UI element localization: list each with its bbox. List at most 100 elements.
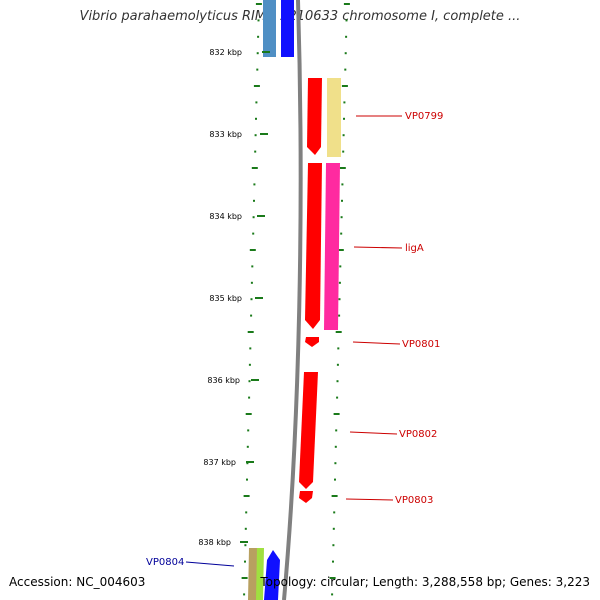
- minor-tick-left: [244, 527, 247, 530]
- minor-tick-left: [243, 593, 246, 596]
- minor-tick-left: [250, 281, 253, 284]
- minor-tick-left: [243, 495, 250, 497]
- minor-tick-right: [340, 232, 343, 235]
- gene-top-blue[interactable]: [281, 0, 294, 57]
- gene-yellow[interactable]: [327, 78, 341, 157]
- major-ticks: 832 kbp 833 kbp 834 kbp 835 kbp 836 kbp …: [198, 48, 270, 547]
- minor-tick-left: [256, 52, 259, 55]
- minor-tick-left: [257, 35, 260, 38]
- minor-tick-left: [246, 445, 249, 448]
- gene-vp0804[interactable]: [264, 550, 280, 600]
- minor-tick-right: [343, 3, 350, 5]
- minor-tick-right: [338, 314, 341, 317]
- minor-tick-right: [341, 183, 344, 186]
- gene-label-liga[interactable]: ligA: [405, 243, 424, 254]
- minor-tick-right: [337, 347, 340, 350]
- minor-tick-right: [332, 527, 335, 530]
- gene-vp0801[interactable]: [305, 337, 319, 347]
- gene-bottom-olive[interactable]: [248, 548, 258, 600]
- minor-tick-right: [337, 249, 344, 251]
- minor-tick-right: [344, 68, 347, 71]
- minor-tick-right: [335, 331, 342, 333]
- tick-label-832: 832 kbp: [209, 48, 242, 57]
- minor-tick-left: [253, 199, 255, 202]
- minor-tick-right: [342, 150, 345, 153]
- gene-label-vp0801[interactable]: VP0801: [402, 339, 440, 350]
- minor-tick-right: [332, 544, 335, 547]
- minor-tick-right: [333, 413, 340, 415]
- minor-tick-left: [249, 249, 256, 251]
- minor-tick-right: [342, 134, 345, 137]
- accession-text: Accession: NC_004603: [9, 575, 146, 589]
- minor-tick-right: [341, 199, 343, 202]
- tick-label-833: 833 kbp: [209, 130, 242, 139]
- tick-label-835: 835 kbp: [209, 294, 242, 303]
- minor-tick-right: [334, 445, 337, 448]
- gene-label-vp0802[interactable]: VP0802: [399, 429, 437, 440]
- gene-vp0802[interactable]: [299, 372, 318, 489]
- gene-top-blue-light[interactable]: [263, 0, 276, 57]
- gene-vp0803[interactable]: [299, 491, 313, 503]
- minor-tick-right: [341, 85, 348, 87]
- minor-tick-left: [254, 134, 257, 137]
- minor-tick-left: [245, 413, 252, 415]
- minor-tick-left: [251, 265, 254, 268]
- minor-tick-left: [247, 429, 250, 432]
- minor-tick-right: [343, 117, 345, 120]
- minor-tick-left: [254, 150, 257, 153]
- leader-vp0801: [352, 341, 401, 345]
- minor-tick-right: [345, 35, 348, 38]
- minor-tick-left: [244, 560, 246, 563]
- minor-tick-left: [241, 577, 248, 579]
- minor-tick-left: [250, 314, 253, 317]
- minor-tick-right: [333, 511, 336, 514]
- leader-vp0804: [185, 561, 235, 567]
- minor-tick-right: [334, 462, 337, 465]
- leader-vp0802: [349, 431, 398, 435]
- leader-vp0803: [345, 498, 394, 501]
- gene-bottom-green[interactable]: [256, 548, 264, 600]
- minor-tick-right: [339, 167, 346, 169]
- minor-tick-right: [345, 19, 348, 22]
- minor-tick-left: [253, 183, 256, 186]
- minor-tick-left: [255, 3, 262, 5]
- minor-tick-left: [252, 232, 255, 235]
- leader-liga: [353, 246, 403, 249]
- minor-tick-right: [343, 101, 346, 104]
- minor-tick-left: [246, 462, 249, 465]
- minor-tick-left: [247, 331, 254, 333]
- minor-tick-right: [334, 478, 336, 481]
- topology-summary: Topology: circular; Length: 3,288,558 bp…: [260, 575, 590, 589]
- backbone-line: [282, 0, 303, 600]
- tick-label-836: 836 kbp: [207, 376, 240, 385]
- tick-label-838: 838 kbp: [198, 538, 231, 547]
- minor-tick-left: [248, 363, 251, 366]
- gene-liga[interactable]: [305, 163, 322, 329]
- minor-tick-left: [252, 216, 255, 219]
- minor-tick-right: [338, 298, 341, 301]
- gene-magenta[interactable]: [324, 163, 340, 330]
- minor-tick-right: [344, 52, 347, 55]
- minor-tick-right: [329, 577, 336, 579]
- tick-label-837: 837 kbp: [203, 458, 236, 467]
- gene-vp0799[interactable]: [307, 78, 322, 155]
- minor-tick-left: [251, 167, 258, 169]
- minor-tick-right: [336, 380, 339, 383]
- minor-tick-left: [253, 85, 260, 87]
- minor-tick-left: [245, 511, 248, 514]
- minor-tick-left: [249, 347, 252, 350]
- gene-label-vp0804[interactable]: VP0804: [146, 557, 184, 568]
- minor-tick-left: [255, 117, 257, 120]
- minor-tick-left: [250, 298, 253, 301]
- minor-tick-left: [256, 68, 259, 71]
- tick-column-right: [329, 3, 350, 596]
- minor-tick-right: [338, 281, 341, 284]
- gene-label-vp0799[interactable]: VP0799: [405, 111, 443, 122]
- minor-tick-right: [336, 396, 339, 399]
- gene-label-vp0803[interactable]: VP0803: [395, 495, 433, 506]
- tick-label-834: 834 kbp: [209, 212, 242, 221]
- minor-tick-right: [331, 495, 338, 497]
- minor-tick-left: [248, 396, 251, 399]
- minor-tick-left: [246, 478, 248, 481]
